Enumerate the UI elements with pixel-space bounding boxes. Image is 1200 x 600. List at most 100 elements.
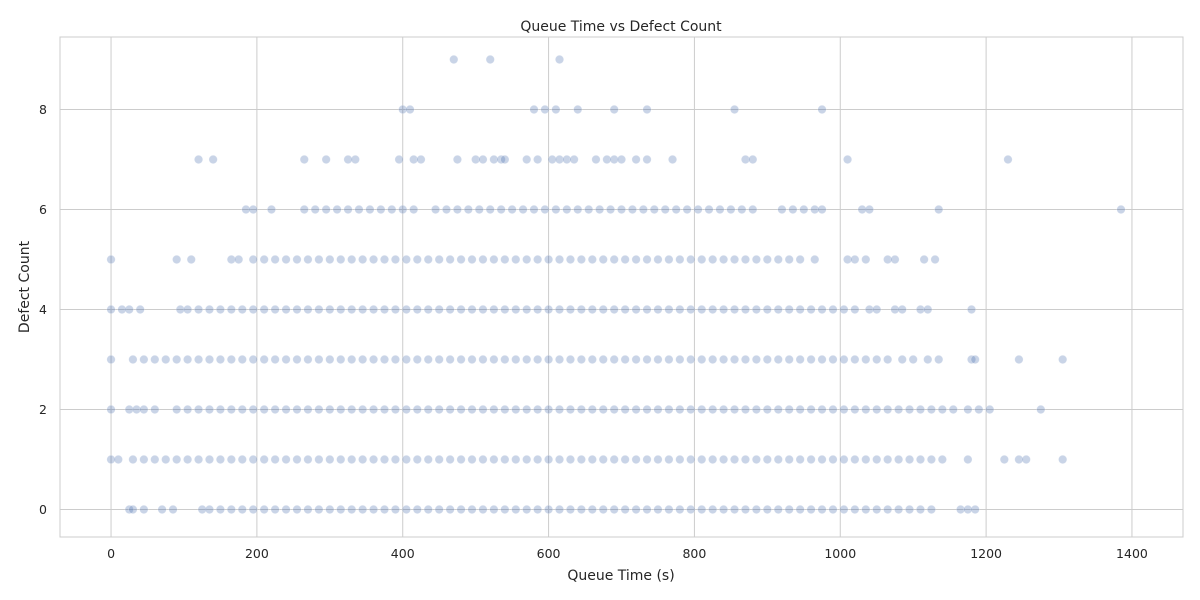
y-tick-labels: 0 2 4 6 8 — [39, 102, 47, 517]
data-point — [795, 504, 805, 514]
data-point — [321, 155, 331, 165]
data-point — [518, 205, 528, 215]
data-point — [839, 504, 849, 514]
data-point — [292, 404, 302, 414]
data-point — [204, 504, 214, 514]
data-point — [270, 304, 280, 314]
data-point — [500, 304, 510, 314]
data-point — [369, 404, 379, 414]
data-point — [872, 454, 882, 464]
data-point — [412, 404, 422, 414]
data-point — [795, 304, 805, 314]
data-point — [204, 454, 214, 464]
data-point — [675, 354, 685, 364]
data-point — [934, 205, 944, 215]
data-point — [445, 504, 455, 514]
data-point — [740, 255, 750, 265]
data-point — [226, 354, 236, 364]
data-point — [598, 354, 608, 364]
data-point — [555, 255, 565, 265]
data-point — [598, 304, 608, 314]
data-point — [500, 255, 510, 265]
data-point — [478, 454, 488, 464]
data-point — [806, 454, 816, 464]
data-point — [281, 454, 291, 464]
x-tick-label: 1200 — [970, 546, 1002, 561]
data-point — [533, 404, 543, 414]
data-point — [926, 504, 936, 514]
data-point — [693, 205, 703, 215]
data-point — [369, 354, 379, 364]
data-point — [719, 304, 729, 314]
data-point — [303, 255, 313, 265]
data-point — [215, 454, 225, 464]
data-point — [642, 404, 652, 414]
data-point — [281, 255, 291, 265]
data-point — [463, 205, 473, 215]
data-point — [259, 404, 269, 414]
x-tick-labels: 0 200 400 600 800 1000 1200 1400 — [107, 546, 1148, 561]
data-point — [576, 404, 586, 414]
data-point — [883, 404, 893, 414]
y-tick-label: 2 — [39, 402, 47, 417]
data-point — [500, 504, 510, 514]
data-point — [686, 454, 696, 464]
data-point — [314, 304, 324, 314]
data-point — [708, 504, 718, 514]
data-point — [423, 354, 433, 364]
data-point — [314, 255, 324, 265]
data-point — [631, 454, 641, 464]
data-point — [664, 255, 674, 265]
data-point — [434, 354, 444, 364]
data-point — [183, 404, 193, 414]
data-point — [292, 454, 302, 464]
data-point — [409, 205, 419, 215]
data-point — [915, 404, 925, 414]
data-point — [401, 304, 411, 314]
data-point — [697, 304, 707, 314]
data-point — [456, 354, 466, 364]
data-point — [529, 205, 539, 215]
data-point — [434, 454, 444, 464]
data-point — [773, 255, 783, 265]
data-point — [511, 404, 521, 414]
data-point — [150, 354, 160, 364]
data-point — [343, 155, 353, 165]
data-point — [609, 255, 619, 265]
data-point — [325, 454, 335, 464]
data-point — [456, 404, 466, 414]
data-point — [806, 354, 816, 364]
data-point — [478, 404, 488, 414]
data-point — [919, 255, 929, 265]
x-tick-label: 0 — [107, 546, 115, 561]
data-point — [777, 205, 787, 215]
data-point — [799, 205, 809, 215]
data-point — [708, 354, 718, 364]
data-point — [215, 304, 225, 314]
data-point — [708, 304, 718, 314]
data-point — [522, 255, 532, 265]
data-point — [642, 454, 652, 464]
data-point — [237, 404, 247, 414]
data-point — [215, 354, 225, 364]
data-point — [784, 354, 794, 364]
data-point — [915, 504, 925, 514]
data-point — [740, 504, 750, 514]
data-point — [616, 205, 626, 215]
data-point — [489, 504, 499, 514]
data-point — [124, 504, 134, 514]
data-point — [303, 304, 313, 314]
data-point — [325, 404, 335, 414]
data-point — [266, 205, 276, 215]
data-point — [445, 354, 455, 364]
data-point — [113, 454, 123, 464]
data-point — [970, 354, 980, 364]
data-point — [347, 304, 357, 314]
data-point — [963, 504, 973, 514]
data-point — [565, 404, 575, 414]
data-point — [423, 304, 433, 314]
data-point — [234, 255, 244, 265]
data-point — [248, 504, 258, 514]
data-point — [390, 354, 400, 364]
data-point — [908, 354, 918, 364]
